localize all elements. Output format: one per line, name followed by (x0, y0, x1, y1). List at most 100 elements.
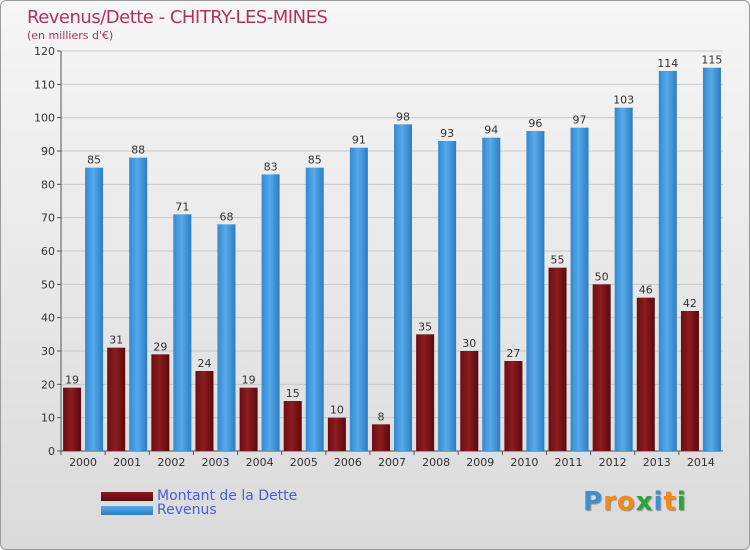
data-label: 8 (378, 410, 385, 423)
bar-dette (195, 371, 214, 451)
bar-dette (460, 351, 479, 451)
bar-revenus (173, 214, 192, 451)
y-tick-label: 60 (41, 245, 55, 258)
data-label: 19 (242, 374, 256, 387)
y-tick-label: 80 (41, 178, 55, 191)
data-label: 96 (528, 117, 542, 130)
bar-revenus (482, 137, 501, 451)
chart-title: Revenus/Dette - CHITRY-LES-MINES (27, 7, 328, 28)
data-label: 88 (131, 144, 145, 157)
bar-revenus (261, 174, 280, 452)
data-label: 94 (484, 124, 498, 137)
bar-revenus (394, 124, 412, 451)
logo-letter: i (676, 487, 687, 517)
bar-dette (636, 297, 655, 451)
y-tick-label: 10 (41, 412, 55, 425)
x-tick-label: 2009 (466, 456, 494, 469)
bar-dette (151, 354, 170, 451)
data-label: 115 (701, 54, 722, 67)
data-label: 30 (462, 337, 476, 350)
x-tick-label: 2011 (555, 456, 583, 469)
bar-dette (239, 387, 258, 451)
x-tick-label: 2000 (69, 456, 97, 469)
bar-revenus (614, 107, 633, 452)
legend-swatch-dette (101, 491, 153, 501)
y-tick-label: 30 (41, 345, 55, 358)
data-label: 29 (153, 340, 167, 353)
legend-item-revenus: Revenus (101, 502, 217, 518)
y-tick-label: 100 (34, 112, 55, 125)
bar-dette (504, 361, 523, 451)
bar-revenus (570, 127, 589, 452)
data-label: 50 (595, 270, 609, 283)
bar-revenus (305, 167, 324, 451)
bar-dette (327, 417, 346, 451)
data-label: 83 (264, 160, 278, 173)
x-tick-label: 2012 (599, 456, 627, 469)
logo-letter: P (583, 487, 604, 517)
legend-label-dette: Montant de la Dette (157, 488, 298, 504)
data-label: 68 (219, 210, 233, 223)
x-tick-label: 2001 (113, 456, 141, 469)
logo-letter: o (616, 487, 636, 517)
y-tick-label: 40 (41, 312, 55, 325)
data-label: 98 (396, 110, 410, 123)
data-label: 114 (657, 57, 678, 70)
data-label: 35 (418, 320, 432, 333)
y-tick-label: 90 (41, 145, 55, 158)
data-label: 103 (613, 94, 634, 107)
bar-revenus (526, 131, 545, 451)
x-tick-label: 2007 (378, 456, 406, 469)
bar-revenus (658, 71, 677, 451)
data-label: 27 (506, 347, 520, 360)
x-tick-label: 2008 (422, 456, 450, 469)
data-label: 10 (330, 404, 344, 417)
data-label: 71 (175, 200, 189, 213)
proxiti-logo: Proxiti (583, 487, 687, 517)
bar-dette (107, 347, 126, 451)
data-label: 55 (551, 254, 565, 267)
x-tick-label: 2010 (510, 456, 538, 469)
y-tick-label: 120 (34, 45, 55, 58)
bar-revenus (438, 141, 457, 451)
x-tick-label: 2014 (687, 456, 715, 469)
bar-revenus (702, 67, 721, 452)
bar-dette (63, 387, 82, 451)
data-label: 91 (352, 134, 366, 147)
bar-dette (283, 401, 302, 451)
logo-letter: t (663, 487, 677, 517)
legend-swatch-revenus (101, 505, 153, 515)
y-tick-label: 20 (41, 378, 55, 391)
bar-dette (592, 284, 611, 451)
x-tick-label: 2013 (643, 456, 671, 469)
data-label: 24 (197, 357, 211, 370)
x-tick-label: 2004 (246, 456, 274, 469)
data-label: 97 (573, 114, 587, 127)
data-label: 42 (683, 297, 697, 310)
bar-dette (416, 334, 435, 451)
x-tick-label: 2003 (201, 456, 229, 469)
y-tick-label: 50 (41, 278, 55, 291)
bar-revenus (129, 157, 148, 451)
data-label: 93 (440, 127, 454, 140)
data-label: 46 (639, 284, 653, 297)
chart-subtitle: (en milliers d'€) (27, 29, 114, 42)
y-tick-label: 0 (48, 445, 55, 458)
data-label: 19 (65, 374, 79, 387)
y-tick-label: 70 (41, 212, 55, 225)
bar-dette (372, 424, 390, 451)
y-tick-label: 110 (34, 78, 55, 91)
bar-revenus (217, 224, 236, 451)
bar-revenus (85, 167, 104, 451)
data-label: 85 (87, 154, 101, 167)
bar-dette (680, 311, 699, 451)
bar-dette (548, 267, 567, 451)
data-label: 31 (109, 334, 123, 347)
data-label: 85 (308, 154, 322, 167)
data-label: 15 (286, 387, 300, 400)
logo-letter: i (653, 487, 664, 517)
logo-letter: x (635, 487, 654, 517)
x-tick-label: 2006 (334, 456, 362, 469)
